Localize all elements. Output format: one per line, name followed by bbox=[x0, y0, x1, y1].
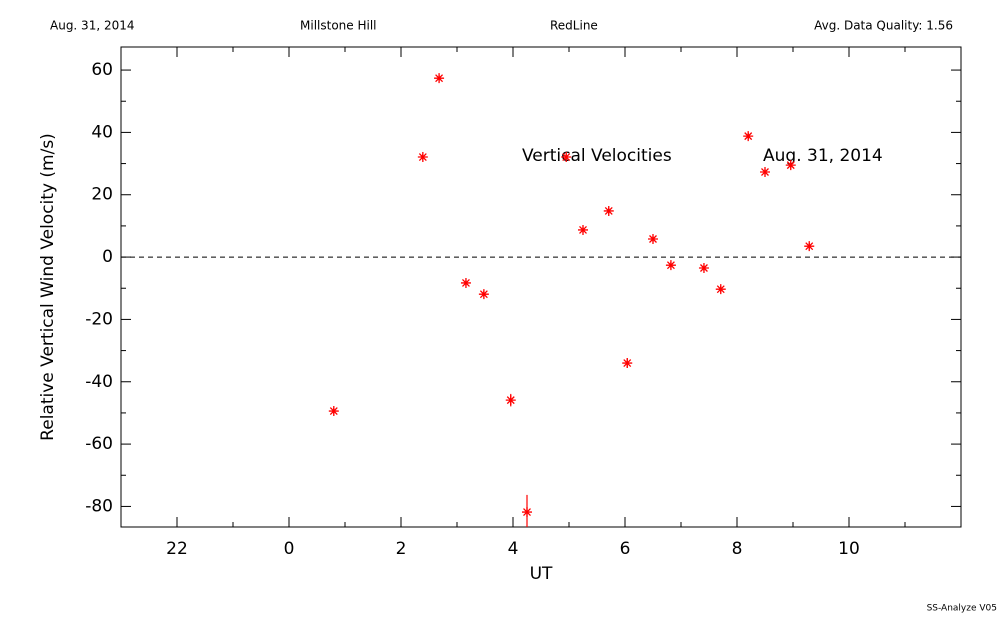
data-point bbox=[603, 205, 614, 216]
footer: SS-Analyze V05 bbox=[927, 604, 997, 614]
plot-frame bbox=[120, 46, 962, 528]
y-tick-label: 0 bbox=[102, 247, 113, 267]
header-date: Aug. 31, 2014 bbox=[50, 19, 135, 33]
y-tick-label: -40 bbox=[85, 372, 113, 392]
x-tick-label: 10 bbox=[838, 539, 860, 559]
y-tick-label: -20 bbox=[85, 309, 113, 329]
data-point bbox=[460, 277, 471, 288]
annotation: Aug. 31, 2014 bbox=[763, 146, 883, 166]
header-site: Millstone Hill bbox=[300, 19, 376, 33]
data-point bbox=[698, 262, 709, 273]
data-point bbox=[715, 284, 726, 295]
y-tick-label: -60 bbox=[85, 434, 113, 454]
y-axis-label: Relative Vertical Wind Velocity (m/s) bbox=[38, 133, 58, 441]
x-axis-label: UT bbox=[530, 564, 553, 584]
y-tick-label: 60 bbox=[91, 60, 113, 80]
x-tick-label: 6 bbox=[620, 539, 631, 559]
data-point bbox=[417, 152, 428, 163]
plot-area bbox=[328, 73, 815, 527]
data-point bbox=[743, 131, 754, 142]
data-point bbox=[434, 73, 445, 84]
data-point bbox=[522, 507, 532, 518]
data-point bbox=[665, 260, 676, 271]
y-tick-label: -80 bbox=[85, 496, 113, 516]
header-instrument: RedLine bbox=[550, 19, 598, 33]
x-tick-label: 4 bbox=[508, 539, 519, 559]
y-tick-label: 20 bbox=[91, 185, 113, 205]
data-point bbox=[785, 160, 796, 171]
x-tick-label: 8 bbox=[732, 539, 743, 559]
data-point bbox=[622, 358, 633, 369]
data-point bbox=[804, 241, 815, 252]
data-point bbox=[328, 406, 339, 417]
header-quality: Avg. Data Quality: 1.56 bbox=[814, 19, 953, 33]
data-point bbox=[760, 166, 770, 177]
data-point bbox=[561, 152, 572, 163]
data-point bbox=[505, 395, 516, 406]
x-tick-label: 22 bbox=[166, 539, 188, 559]
x-tick-label: 0 bbox=[284, 539, 295, 559]
data-point bbox=[578, 224, 588, 235]
data-point bbox=[648, 234, 658, 244]
x-tick-label: 2 bbox=[396, 539, 407, 559]
annotation: Vertical Velocities bbox=[522, 146, 672, 166]
data-point bbox=[478, 289, 489, 300]
y-tick-label: 40 bbox=[91, 122, 113, 142]
